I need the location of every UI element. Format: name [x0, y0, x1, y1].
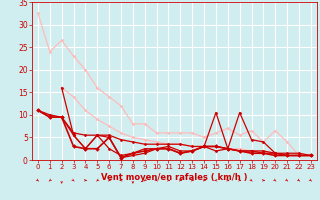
- X-axis label: Vent moyen/en rafales ( km/h ): Vent moyen/en rafales ( km/h ): [101, 173, 248, 182]
